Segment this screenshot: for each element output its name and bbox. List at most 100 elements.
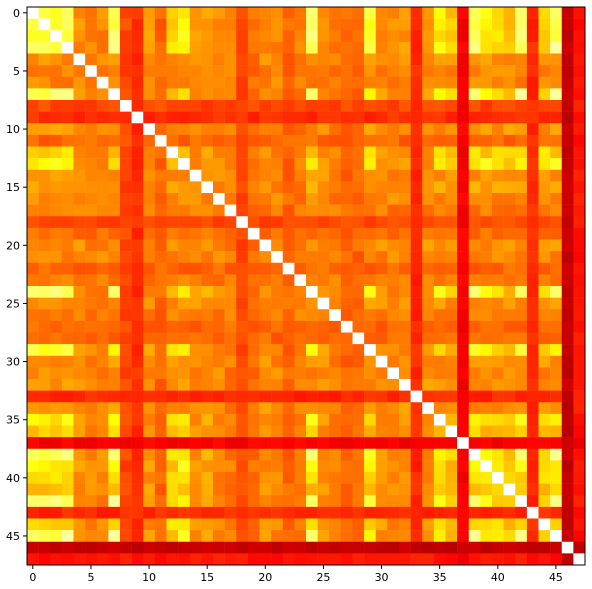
heatmap-cell (120, 518, 132, 531)
heatmap-cell (143, 437, 156, 449)
heatmap-cell (178, 204, 190, 217)
heatmap-cell (73, 286, 86, 298)
heatmap-cell (329, 76, 342, 89)
heatmap-cell (550, 53, 562, 66)
heatmap-cell (340, 367, 353, 380)
heatmap-cell (340, 123, 353, 136)
heatmap-cell (282, 541, 295, 554)
heatmap-cell (538, 460, 551, 473)
heatmap-cell (108, 65, 121, 77)
heatmap-cell (143, 239, 156, 252)
heatmap-cell (61, 123, 74, 136)
heatmap-cell (50, 413, 63, 426)
heatmap-cell (143, 390, 156, 403)
heatmap-cell (143, 30, 156, 43)
heatmap-cell (166, 30, 179, 43)
heatmap-cell (480, 530, 493, 542)
heatmap-cell (294, 181, 307, 194)
heatmap-cell (573, 251, 586, 263)
heatmap-cell (259, 367, 272, 380)
heatmap-cell (515, 437, 528, 449)
heatmap-cell (259, 227, 272, 240)
heatmap-cell (294, 390, 307, 403)
heatmap-cell (399, 344, 411, 356)
heatmap-cell (433, 483, 446, 496)
heatmap-cell (259, 495, 272, 508)
heatmap-cell (364, 413, 376, 426)
heatmap-cell (364, 448, 376, 461)
heatmap-cell (317, 379, 330, 391)
heatmap-cell (422, 286, 435, 298)
heatmap-cell (189, 65, 202, 77)
heatmap-cell (108, 320, 121, 333)
heatmap-cell (96, 111, 109, 124)
heatmap-cell (468, 425, 481, 438)
heatmap-cell (410, 41, 423, 54)
heatmap-cell (27, 123, 39, 136)
heatmap-cell (538, 216, 551, 229)
heatmap-cell (282, 518, 295, 531)
heatmap-cell (375, 448, 388, 461)
heatmap-cell (492, 495, 504, 508)
heatmap-cell (375, 286, 388, 298)
heatmap-cell (433, 553, 446, 566)
heatmap-cell (108, 437, 121, 449)
heatmap-cell (492, 286, 504, 298)
heatmap-cell (445, 41, 458, 54)
heatmap-cell (457, 413, 469, 426)
heatmap-cell (375, 204, 388, 217)
heatmap-cell (550, 204, 562, 217)
heatmap-cell (282, 111, 295, 124)
heatmap-cell (27, 18, 39, 31)
heatmap-cell (329, 146, 342, 159)
heatmap-cell (340, 309, 353, 322)
heatmap-cell (294, 53, 307, 66)
heatmap-cell (189, 88, 202, 101)
heatmap-cell (73, 65, 86, 77)
heatmap-cell (340, 111, 353, 124)
heatmap-cell (352, 541, 365, 554)
heatmap-cell (340, 286, 353, 298)
heatmap-cell (108, 425, 121, 438)
heatmap-cell (27, 76, 39, 89)
heatmap-cell (306, 379, 318, 391)
heatmap-cell (375, 355, 388, 368)
heatmap-cell (271, 344, 283, 356)
heatmap-cell (201, 76, 214, 89)
heatmap-cell (73, 483, 86, 496)
heatmap-cell (526, 320, 539, 333)
heatmap-cell (131, 100, 144, 112)
heatmap-cell (120, 76, 132, 89)
heatmap-cell (166, 181, 179, 194)
heatmap-cell (352, 216, 365, 229)
heatmap-cell (27, 472, 39, 484)
heatmap-cell (306, 355, 318, 368)
heatmap-cell (73, 541, 86, 554)
heatmap-cell (166, 472, 179, 484)
heatmap-cell (247, 530, 260, 542)
heatmap-cell (352, 146, 365, 159)
heatmap-cell (259, 216, 272, 229)
heatmap-cell (108, 111, 121, 124)
heatmap-cell (306, 518, 318, 531)
heatmap-cell (364, 297, 376, 310)
heatmap-cell (96, 483, 109, 496)
heatmap-cell (38, 437, 51, 449)
heatmap-cell (247, 76, 260, 89)
heatmap-cell (178, 553, 190, 566)
heatmap-cell (85, 204, 97, 217)
heatmap-cell (410, 30, 423, 43)
heatmap-cell (492, 483, 504, 496)
heatmap-cell (387, 472, 400, 484)
heatmap-cell (445, 239, 458, 252)
heatmap-cell (143, 483, 156, 496)
heatmap-cell (143, 413, 156, 426)
heatmap-cell (526, 367, 539, 380)
heatmap-cell (27, 169, 39, 182)
heatmap-cell (573, 111, 586, 124)
heatmap-cell (189, 123, 202, 136)
heatmap-cell (538, 309, 551, 322)
heatmap-cell (189, 495, 202, 508)
heatmap-cell (399, 262, 411, 275)
heatmap-cell (143, 379, 156, 391)
